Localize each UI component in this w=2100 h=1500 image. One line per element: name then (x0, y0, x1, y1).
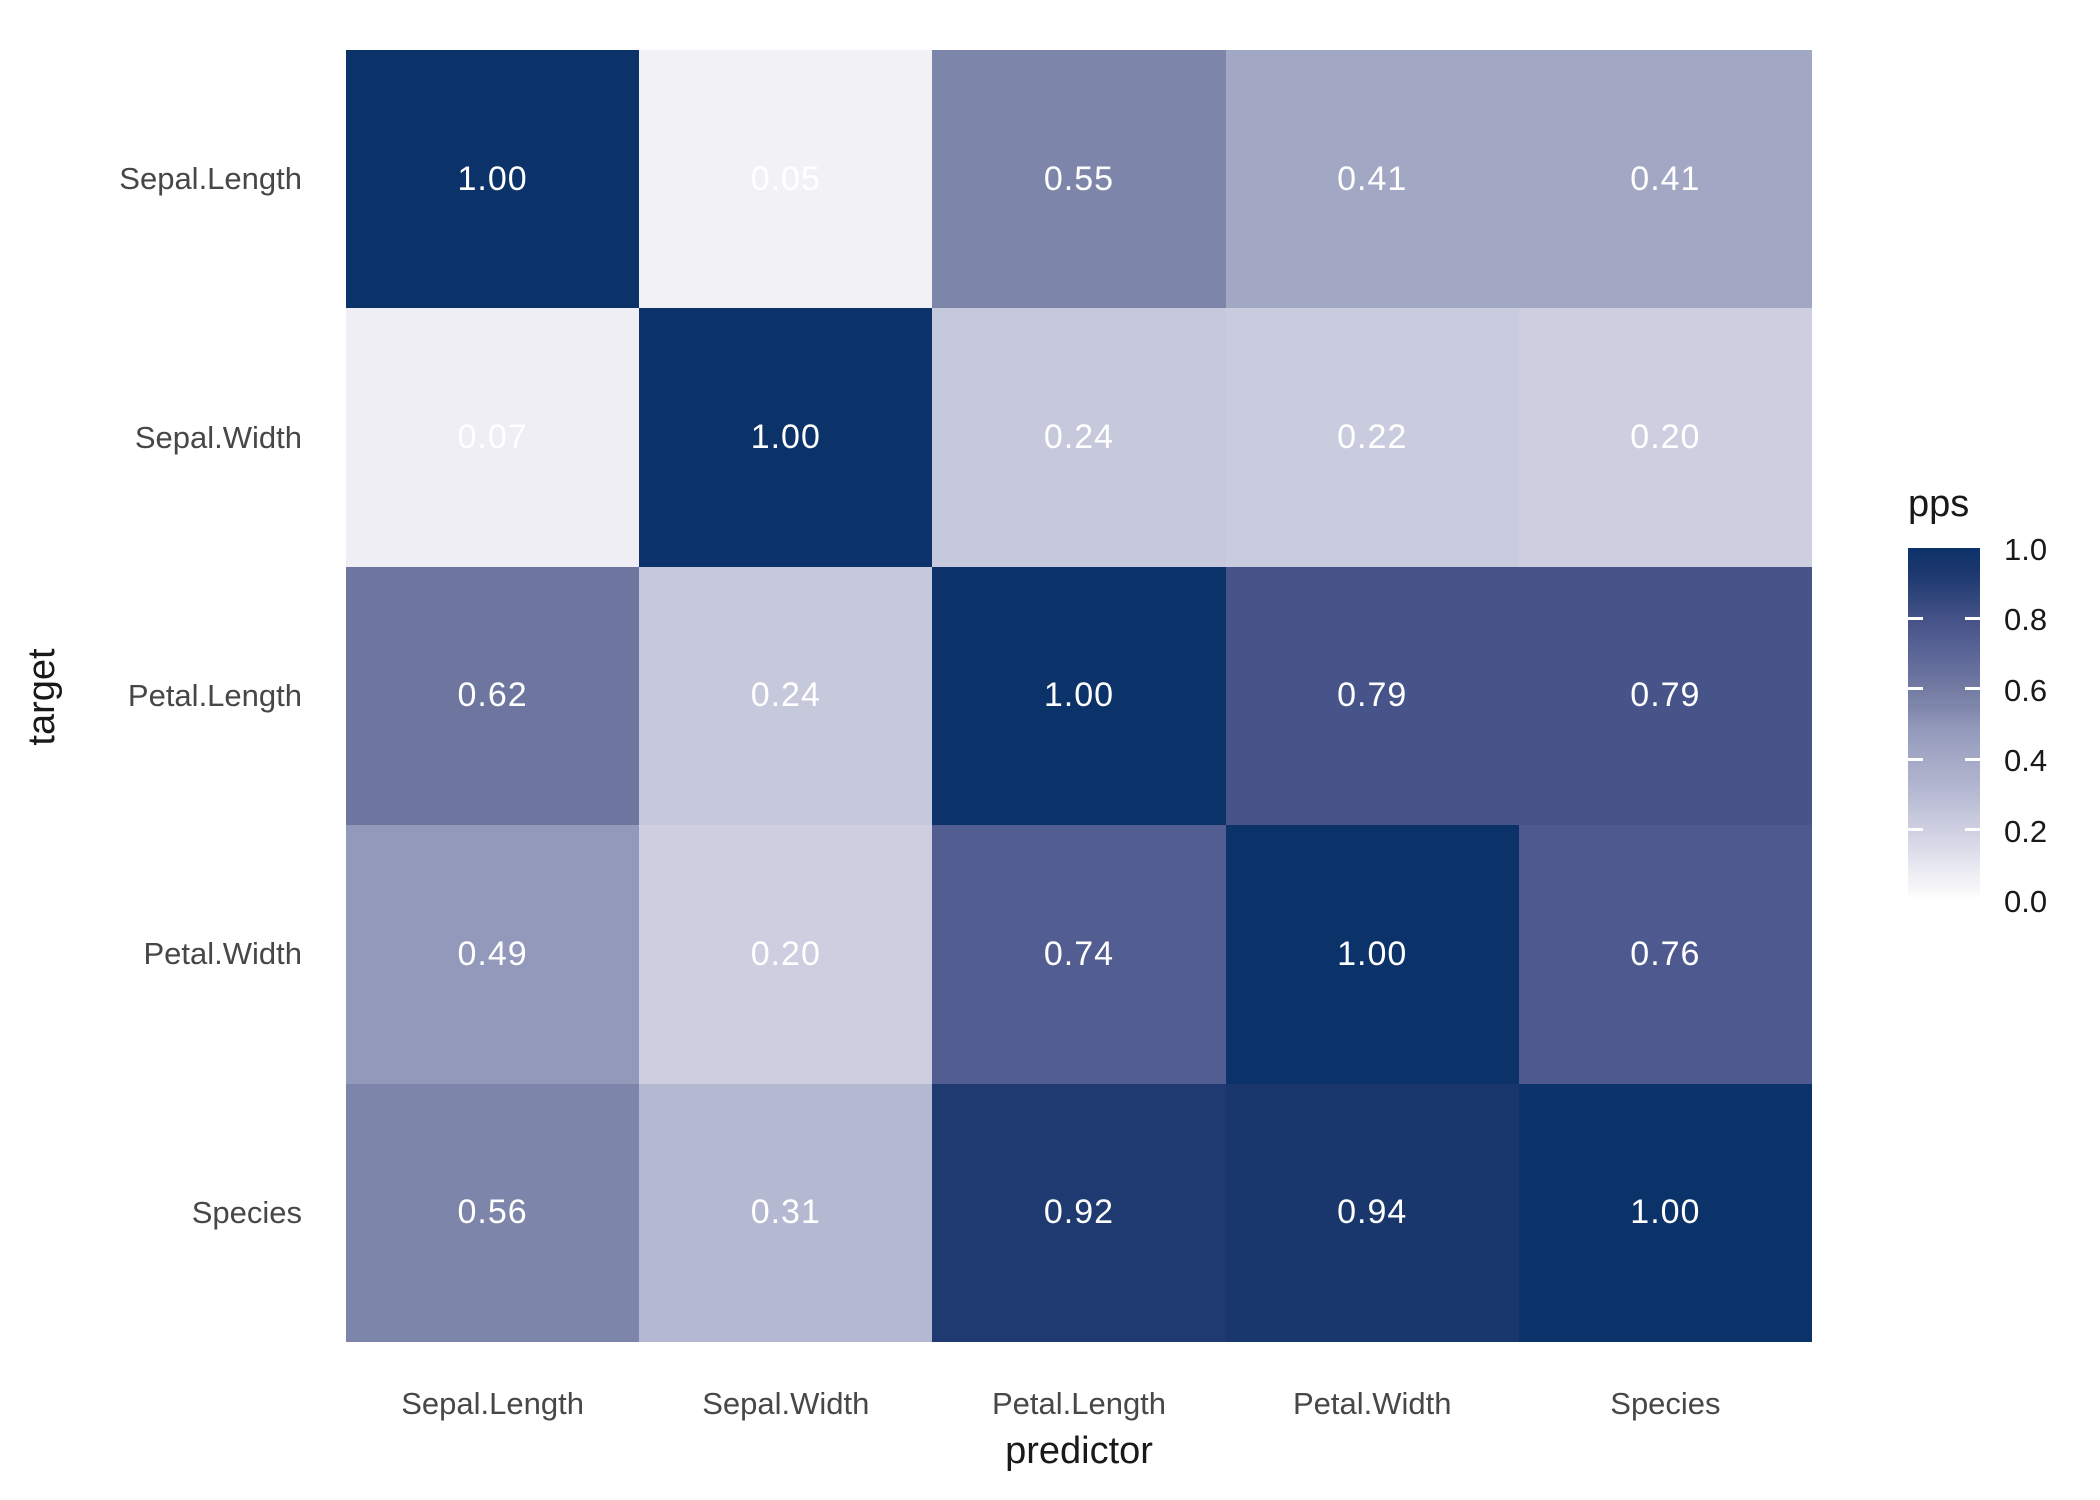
heatmap-cell: 1.00 (1518, 1083, 1812, 1342)
heatmap-cell-value: 0.62 (457, 676, 528, 715)
legend: pps 1.0 0.8 0.6 0.4 0.2 0.0 (1908, 470, 2100, 970)
heatmap-cell: 1.00 (346, 50, 640, 309)
legend-tick-mark (1965, 616, 1980, 620)
heatmap-cell-value: 0.94 (1337, 1193, 1408, 1232)
legend-tick-mark (1965, 687, 1980, 691)
heatmap-cell: 0.56 (346, 1083, 640, 1342)
x-axis-label: Petal.Width (1292, 1386, 1452, 1421)
y-axis-labels: Sepal.Length Sepal.Width Petal.Length Petal… (0, 50, 302, 1342)
heatmap-grid: 1.00 0.05 0.55 0.41 0.41 0.07 1.00 0.24 0.22 0.20… (346, 50, 1812, 1342)
legend-tick-label: 0.4 (2004, 743, 2048, 779)
heatmap-cell-value: 0.74 (1043, 934, 1115, 973)
y-axis-label: Petal.Length (127, 678, 302, 714)
x-axis-label: Species (1610, 1386, 1721, 1421)
legend-tick-label: 1.0 (2004, 532, 2048, 567)
heatmap-cell-value: 0.22 (1337, 418, 1408, 457)
heatmap-cell: 1.00 (639, 308, 933, 567)
heatmap-cell-value: 0.92 (1043, 1193, 1115, 1232)
y-axis-label: Species (191, 1194, 302, 1230)
heatmap-cell: 1.00 (1225, 825, 1519, 1084)
legend-tick-label: 0.8 (2004, 602, 2048, 638)
legend-tick-label: 0.6 (2004, 672, 2048, 708)
heatmap-cell: 0.41 (1225, 50, 1519, 309)
heatmap-cell-value: 0.07 (457, 418, 528, 457)
heatmap-cell: 0.20 (639, 825, 933, 1084)
legend-tick-mark (1908, 616, 1923, 620)
legend-title: pps (1908, 483, 1970, 525)
heatmap-cell: 0.07 (346, 308, 640, 567)
heatmap-cell-value: 0.55 (1043, 159, 1115, 198)
heatmap-cell-value: 1.00 (1630, 1193, 1701, 1232)
heatmap-cell-value: 0.79 (1630, 676, 1701, 715)
heatmap-cell: 0.79 (1225, 566, 1519, 826)
legend-tick-mark (1965, 828, 1980, 832)
heatmap-cell-value: 0.24 (750, 676, 821, 715)
heatmap-cell: 0.24 (932, 308, 1226, 567)
heatmap-cell: 0.05 (639, 50, 933, 309)
legend-tick-mark (1908, 757, 1923, 761)
heatmap-cell: 0.24 (639, 566, 933, 826)
heatmap-cell: 1.00 (932, 566, 1226, 826)
heatmap-cell-value: 0.24 (1043, 418, 1115, 457)
x-axis-label: Sepal.Width (702, 1386, 870, 1421)
legend-gradient-bar (1908, 548, 1980, 900)
heatmap-cell: 0.31 (639, 1083, 933, 1342)
x-axis-title: predictor (1005, 1430, 1153, 1472)
heatmap-cell: 0.74 (932, 825, 1226, 1084)
y-axis-label: Sepal.Length (119, 161, 302, 197)
heatmap-cell: 0.49 (346, 825, 640, 1084)
heatmap-cell: 0.92 (932, 1083, 1226, 1342)
x-axis-label: Sepal.Length (401, 1386, 584, 1421)
heatmap-cell: 0.79 (1518, 566, 1812, 826)
heatmap-cell-value: 0.31 (750, 1193, 821, 1232)
x-axis-label: Petal.Length (991, 1386, 1167, 1421)
legend-tick-mark (1908, 687, 1923, 691)
heatmap-cell-value: 0.76 (1630, 934, 1701, 973)
heatmap-cell-value: 0.20 (1630, 418, 1701, 457)
y-axis-label: Petal.Width (143, 936, 302, 972)
legend-tick-mark (1908, 828, 1923, 832)
y-axis-label: Sepal.Width (134, 419, 302, 455)
heatmap-cell: 0.62 (346, 566, 640, 826)
legend-tick-label: 0.2 (2004, 813, 2048, 849)
heatmap-cell-value: 0.20 (750, 934, 821, 973)
legend-tick-label: 0.0 (2004, 884, 2048, 919)
heatmap-cell-value: 0.05 (750, 159, 821, 198)
x-axis-labels: Sepal.Length Sepal.Width Petal.Length Petal… (346, 1385, 1812, 1423)
heatmap-cell-value: 0.56 (457, 1193, 528, 1232)
heatmap-cell-value: 0.41 (1337, 159, 1408, 198)
heatmap-cell-value: 0.79 (1337, 676, 1408, 715)
heatmap-cell-value: 1.00 (1337, 934, 1408, 973)
heatmap-cell: 0.94 (1225, 1083, 1519, 1342)
heatmap-cell: 0.22 (1225, 308, 1519, 567)
heatmap-cell: 0.20 (1518, 308, 1812, 567)
heatmap-cell: 0.41 (1518, 50, 1812, 309)
legend-tick-mark (1965, 757, 1980, 761)
heatmap-cell-value: 1.00 (1043, 676, 1115, 715)
heatmap-cell-value: 0.49 (457, 934, 528, 973)
heatmap-cell-value: 1.00 (750, 418, 821, 457)
heatmap-cell-value: 0.41 (1630, 159, 1701, 198)
heatmap-cell-value: 1.00 (457, 159, 528, 198)
heatmap-cell: 0.55 (932, 50, 1226, 309)
heatmap-cell: 0.76 (1518, 825, 1812, 1084)
